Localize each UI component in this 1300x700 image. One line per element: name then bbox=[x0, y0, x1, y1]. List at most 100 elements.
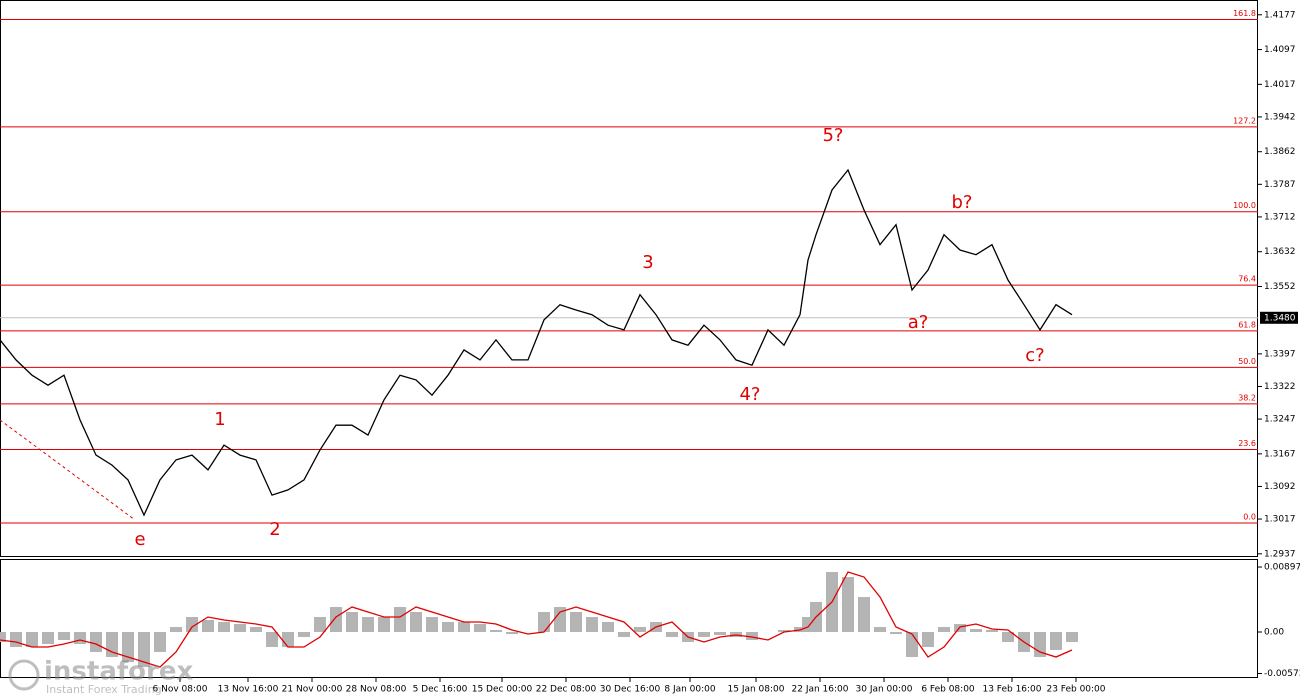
macd-bar bbox=[538, 612, 550, 633]
fib-level-label: 76.4 bbox=[1238, 275, 1256, 284]
macd-bar bbox=[266, 632, 278, 647]
macd-bar bbox=[842, 577, 854, 633]
x-tick-label: 22 Dec 08:00 bbox=[536, 685, 597, 695]
macd-bar bbox=[490, 629, 502, 633]
x-tick-label: 6 Nov 08:00 bbox=[153, 685, 208, 695]
macd-bar bbox=[26, 632, 38, 647]
watermark-logo bbox=[8, 659, 40, 691]
x-tick-label: 23 Feb 00:00 bbox=[1046, 685, 1105, 695]
macd-bar bbox=[426, 617, 438, 633]
y-tick-label: 1.3322 bbox=[1264, 382, 1296, 392]
macd-bar bbox=[922, 632, 934, 647]
y-tick-label: 1.3167 bbox=[1264, 449, 1296, 459]
watermark: instaforex Instant Forex Trading bbox=[8, 657, 194, 696]
y-tick-label: 1.3397 bbox=[1264, 349, 1296, 359]
fib-level-label: 0.0 bbox=[1243, 512, 1256, 521]
wave-label: 5? bbox=[822, 125, 843, 146]
macd-bar bbox=[618, 632, 630, 638]
y-tick-label: 1.3632 bbox=[1264, 247, 1296, 257]
y-tick-label: 1.3862 bbox=[1264, 147, 1296, 157]
x-tick-label: 28 Nov 08:00 bbox=[346, 685, 407, 695]
wave-label: 2 bbox=[269, 519, 280, 540]
wave-label: a? bbox=[908, 312, 929, 333]
wave-label: 4? bbox=[739, 384, 760, 405]
macd-bar bbox=[298, 632, 310, 638]
macd-bar bbox=[154, 632, 166, 652]
current-price-label: 1.3480 bbox=[1264, 313, 1296, 323]
watermark-brand: instaforex bbox=[44, 657, 194, 687]
fib-level-label: 38.2 bbox=[1238, 393, 1256, 402]
macd-bar bbox=[1066, 632, 1078, 642]
macd-bar bbox=[570, 612, 582, 633]
y-tick-label: 1.4017 bbox=[1264, 80, 1296, 90]
macd-bar bbox=[586, 617, 598, 633]
macd-bar bbox=[346, 612, 358, 633]
x-tick-label: 13 Feb 16:00 bbox=[982, 685, 1041, 695]
y-tick-label: 1.3552 bbox=[1264, 282, 1296, 292]
macd-bar bbox=[602, 622, 614, 633]
macd-bar bbox=[122, 632, 134, 662]
macd-bar bbox=[314, 617, 326, 633]
macd-bar bbox=[986, 629, 998, 633]
signal-line bbox=[0, 571, 1073, 668]
macd-bar bbox=[442, 622, 454, 633]
y-tick-label: 1.3712 bbox=[1264, 212, 1296, 222]
macd-bar bbox=[90, 632, 102, 652]
macd-bar bbox=[58, 632, 70, 640]
macd-bar bbox=[458, 622, 470, 633]
fib-level-label: 100.0 bbox=[1233, 201, 1256, 210]
y-tick-label: 1.2937 bbox=[1264, 549, 1296, 559]
y-tick-label: 1.3942 bbox=[1264, 112, 1296, 122]
x-tick-label: 13 Nov 16:00 bbox=[218, 685, 279, 695]
macd-bar bbox=[410, 612, 422, 633]
fib-level-label: 50.0 bbox=[1238, 357, 1256, 366]
macd-bar bbox=[74, 632, 86, 645]
current-price-box bbox=[1260, 311, 1298, 324]
y-tick-label: 0.00 bbox=[1264, 628, 1284, 638]
macd-bar bbox=[362, 617, 374, 633]
macd-bar bbox=[170, 627, 182, 633]
macd-bar bbox=[746, 632, 758, 640]
macd-bar bbox=[0, 632, 6, 642]
macd-bar bbox=[42, 632, 54, 645]
x-tick-label: 21 Nov 00:00 bbox=[282, 685, 343, 695]
macd-bar bbox=[906, 632, 918, 657]
wave-label: 3 bbox=[642, 252, 653, 273]
macd-bar bbox=[250, 627, 262, 633]
x-tick-label: 8 Jan 00:00 bbox=[664, 685, 716, 695]
macd-bar bbox=[1002, 632, 1014, 642]
price-panel-frame bbox=[0, 0, 1258, 557]
y-tick-label: 1.3787 bbox=[1264, 180, 1296, 190]
price-line bbox=[0, 168, 1073, 517]
macd-bar bbox=[858, 597, 870, 633]
y-tick-label: 1.4177 bbox=[1264, 10, 1296, 20]
macd-bar bbox=[378, 617, 390, 633]
wave-label: b? bbox=[952, 192, 973, 213]
macd-bar bbox=[506, 632, 518, 635]
macd-bar bbox=[330, 607, 342, 633]
watermark-tagline: Instant Forex Trading bbox=[46, 683, 162, 696]
macd-bar bbox=[890, 632, 902, 635]
macd-bar bbox=[474, 624, 486, 633]
y-tick-label: 1.3247 bbox=[1264, 415, 1296, 425]
macd-bar bbox=[778, 629, 790, 633]
x-tick-label: 22 Jan 16:00 bbox=[792, 685, 849, 695]
y-tick-label: 1.4097 bbox=[1264, 45, 1296, 55]
y-tick-label: 1.3017 bbox=[1264, 515, 1296, 525]
wave-label: 1 bbox=[214, 409, 225, 430]
fib-level-label: 161.8 bbox=[1233, 9, 1256, 18]
x-tick-label: 15 Dec 00:00 bbox=[472, 685, 533, 695]
macd-bar bbox=[938, 627, 950, 633]
macd-bar bbox=[634, 627, 646, 633]
macd-bar bbox=[970, 629, 982, 633]
macd-bar bbox=[282, 632, 294, 647]
x-tick-label: 30 Jan 00:00 bbox=[856, 685, 913, 695]
wave-label: e bbox=[134, 529, 145, 550]
wave-label: c? bbox=[1025, 345, 1044, 366]
fib-level-label: 127.2 bbox=[1233, 116, 1256, 125]
y-tick-label: -0.00573 bbox=[1264, 669, 1300, 679]
macd-bar bbox=[666, 632, 678, 638]
x-tick-label: 5 Dec 16:00 bbox=[413, 685, 468, 695]
